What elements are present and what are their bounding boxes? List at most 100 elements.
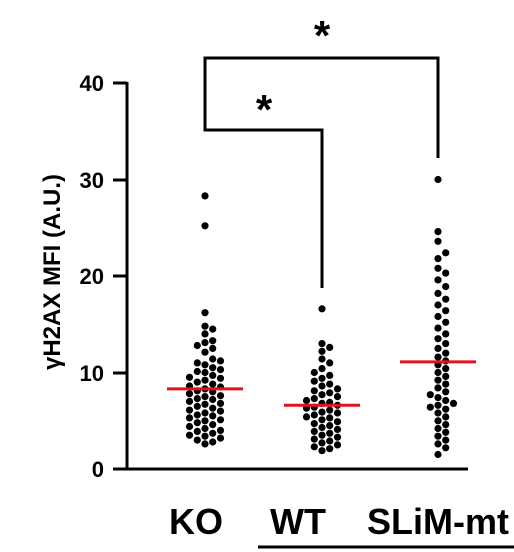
data-point-slim-mt-14: [449, 399, 458, 407]
data-point-wt-29: [310, 395, 318, 403]
data-point-slim-mt-39: [434, 289, 442, 297]
data-point-wt-10: [310, 427, 318, 435]
data-point-slim-mt-30: [442, 340, 450, 348]
data-point-ko-18: [201, 409, 209, 417]
data-point-wt-43: [318, 355, 326, 363]
data-point-ko-57: [201, 322, 209, 330]
data-point-slim-mt-13: [434, 401, 442, 409]
data-point-ko-53: [201, 339, 209, 347]
data-point-ko-9: [201, 424, 209, 433]
data-point-slim-mt-0: [434, 450, 442, 459]
data-point-wt-3: [333, 441, 342, 449]
data-point-wt-8: [318, 431, 326, 439]
data-point-wt-19: [310, 411, 318, 419]
data-point-slim-mt-22: [442, 372, 450, 380]
data-point-ko-11: [209, 421, 217, 429]
data-point-ko-6: [209, 429, 217, 437]
data-point-slim-mt-2: [434, 440, 442, 448]
bracket-ko-wt: [203, 112, 324, 288]
data-point-wt-33: [310, 387, 318, 395]
y-tick-label-0: 0: [92, 457, 104, 482]
data-point-ko-38: [201, 376, 209, 384]
mean-lines: [167, 360, 476, 407]
data-point-wt-31: [318, 391, 326, 399]
data-point-slim-mt-47: [434, 228, 442, 236]
y-axis-label: γH2AX MFI (A.U.): [39, 174, 66, 370]
data-point-wt-44: [318, 347, 326, 355]
data-point-wt-11: [333, 425, 342, 433]
data-point-wt-41: [318, 365, 326, 373]
data-point-ko-44: [216, 366, 225, 374]
data-point-wt-35: [318, 382, 326, 390]
data-point-ko-29: [216, 392, 225, 400]
data-point-slim-mt-29: [434, 344, 442, 352]
data-point-wt-13: [326, 422, 334, 430]
x-label-ko: KO: [169, 501, 223, 542]
data-point-ko-58: [201, 309, 209, 317]
data-point-wt-5: [326, 437, 334, 445]
data-point-wt-15: [333, 418, 342, 426]
data-point-wt-47: [318, 305, 326, 313]
data-point-wt-28: [302, 396, 311, 405]
data-point-slim-mt-24: [442, 365, 450, 373]
data-point-ko-1: [209, 438, 217, 446]
data-points: [185, 175, 458, 459]
data-point-ko-52: [193, 341, 201, 350]
data-point-wt-0: [318, 447, 326, 455]
data-point-ko-4: [201, 432, 209, 440]
data-point-slim-mt-18: [442, 388, 450, 396]
data-point-slim-mt-7: [442, 421, 450, 429]
y-tick-label-10: 10: [80, 361, 104, 386]
significance-star-ko-slim: *: [314, 12, 331, 59]
data-point-wt-6: [310, 435, 318, 443]
data-point-slim-mt-40: [442, 283, 450, 291]
data-point-wt-17: [326, 414, 334, 422]
data-point-ko-49: [209, 355, 217, 363]
data-point-ko-43: [193, 367, 201, 376]
data-point-slim-mt-17: [426, 391, 434, 399]
data-point-slim-mt-21: [434, 376, 442, 384]
data-point-ko-16: [209, 412, 217, 420]
data-point-slim-mt-5: [442, 428, 450, 436]
data-point-slim-mt-20: [442, 380, 450, 388]
data-point-ko-51: [209, 344, 217, 352]
data-point-ko-23: [201, 400, 209, 408]
data-point-slim-mt-16: [434, 394, 442, 402]
data-point-ko-47: [193, 359, 201, 367]
data-point-wt-12: [318, 423, 326, 432]
data-point-slim-mt-42: [442, 269, 450, 277]
data-point-wt-21: [318, 408, 326, 416]
x-label-slim-mt: SLiM-mt: [367, 501, 509, 542]
data-point-ko-12: [193, 419, 201, 427]
data-point-ko-13: [201, 417, 209, 425]
data-point-ko-60: [201, 192, 209, 200]
data-point-slim-mt-38: [442, 295, 450, 303]
data-point-ko-14: [216, 416, 225, 424]
data-point-slim-mt-35: [434, 312, 442, 321]
data-point-ko-7: [193, 427, 201, 435]
data-point-ko-24: [216, 399, 225, 407]
data-point-wt-16: [318, 416, 326, 424]
data-point-ko-5: [185, 431, 194, 439]
bracket-ko-slim: [203, 56, 440, 158]
data-point-wt-36: [326, 380, 334, 388]
data-point-ko-8: [216, 426, 225, 434]
data-point-slim-mt-12: [426, 403, 434, 411]
data-point-wt-39: [326, 371, 334, 379]
data-point-slim-mt-31: [434, 335, 442, 343]
data-point-wt-40: [310, 368, 318, 377]
data-point-wt-34: [333, 385, 342, 393]
data-point-ko-39: [216, 374, 225, 382]
y-tick-label-40: 40: [80, 71, 104, 96]
data-point-ko-54: [209, 337, 217, 345]
data-point-wt-46: [318, 340, 326, 348]
data-point-ko-42: [201, 368, 209, 377]
data-point-slim-mt-10: [434, 409, 442, 417]
data-point-slim-mt-33: [434, 324, 442, 332]
data-point-slim-mt-4: [434, 432, 442, 440]
significance-star-ko-wt: *: [256, 86, 273, 133]
data-point-wt-2: [310, 443, 318, 451]
data-point-ko-27: [193, 395, 201, 403]
comparison-ko-wt: *: [203, 86, 324, 288]
data-point-ko-40: [185, 373, 194, 381]
